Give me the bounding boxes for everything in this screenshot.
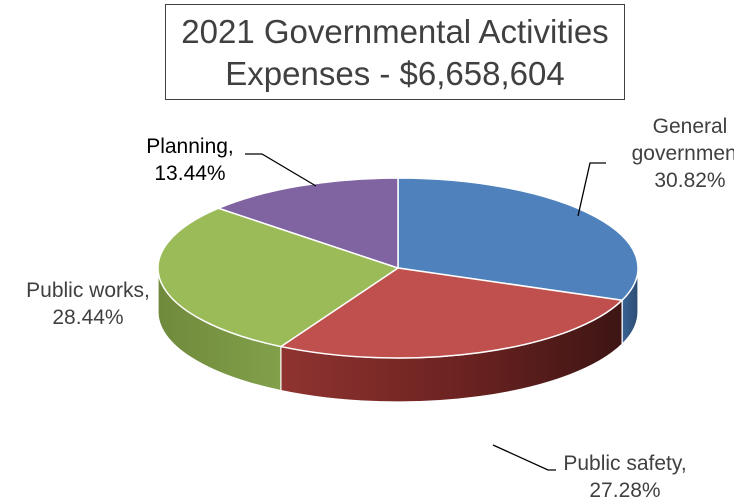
data-label-general-government-line-2: government, — [632, 142, 734, 165]
data-label-planning-line-1: Planning, — [146, 135, 234, 158]
leader-line-general-government — [577, 162, 606, 217]
data-label-general-government-line-1: General — [653, 115, 728, 138]
pie-slice-planning — [216, 177, 399, 270]
data-labels: General government, 30.82% Public safety, 27… — [26, 115, 734, 502]
chart-title-line-2: Expenses - $6,658,604 — [225, 55, 565, 92]
chart-title: 2021 Governmental Activities Expenses - … — [165, 4, 625, 100]
leader-line-planning — [245, 153, 317, 187]
pie-slice-general-government — [397, 177, 639, 302]
data-label-public-safety-line-1: Public safety, — [563, 452, 686, 475]
pie-slice-public-safety — [279, 267, 624, 359]
data-label-general-government-line-3: 30.82% — [654, 169, 725, 192]
chart-title-line-1: 2021 Governmental Activities — [181, 13, 609, 50]
data-label-public-works-line-2: 28.44% — [52, 306, 123, 329]
data-label-public-safety-line-2: 27.28% — [589, 479, 660, 502]
pie-tops — [157, 177, 639, 359]
data-label-public-works-line-1: Public works, — [26, 279, 150, 302]
leader-line-public-safety — [492, 444, 556, 471]
leader-lines — [245, 153, 606, 471]
pie-slice-public-works — [157, 207, 400, 348]
data-label-planning-line-2: 13.44% — [154, 162, 225, 185]
